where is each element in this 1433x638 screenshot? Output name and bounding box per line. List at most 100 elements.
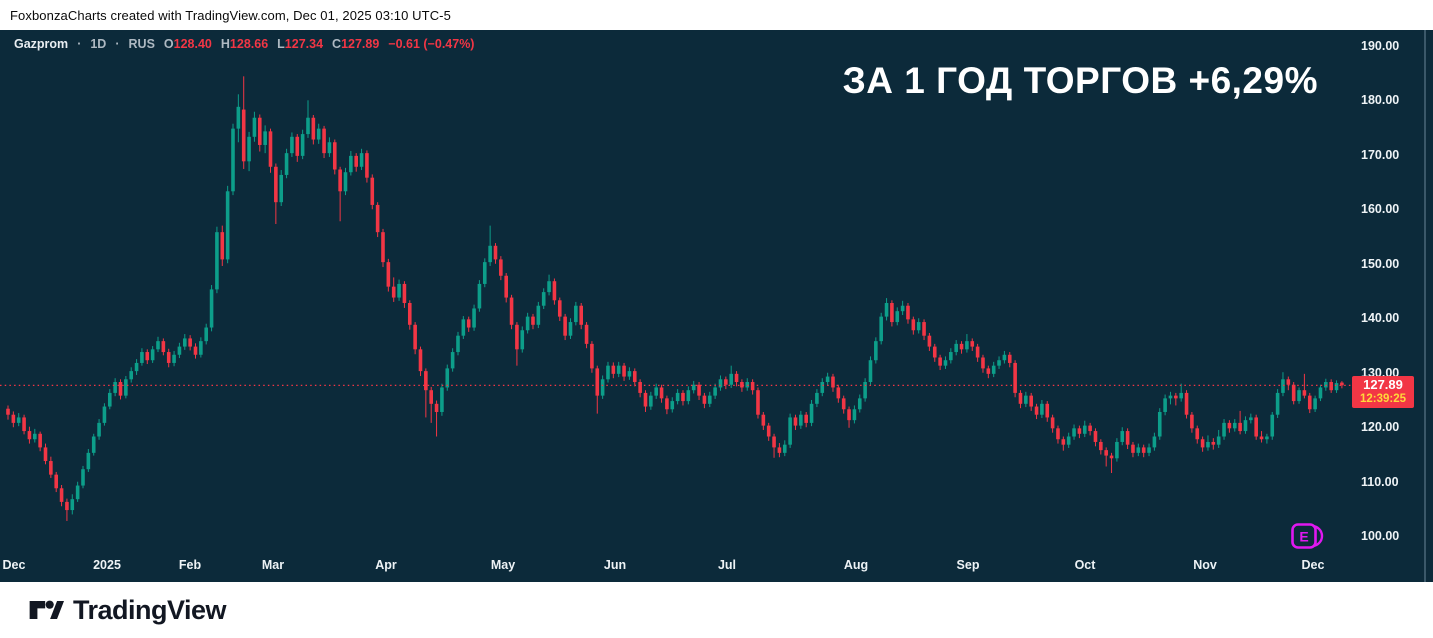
candle — [724, 376, 728, 390]
candle — [488, 225, 492, 266]
candle — [322, 125, 326, 159]
candle — [659, 384, 664, 403]
candle — [782, 440, 787, 457]
price-tick-label: 170.00 — [1361, 147, 1400, 162]
candle — [215, 226, 219, 294]
candle — [429, 386, 434, 423]
candle — [231, 123, 235, 196]
candle — [1334, 380, 1339, 393]
market-label: RUS — [128, 37, 155, 51]
candle — [16, 413, 21, 427]
svg-text:E: E — [1299, 529, 1308, 545]
candle — [1099, 439, 1103, 455]
candle — [413, 322, 417, 355]
candle — [745, 378, 750, 391]
candle — [831, 373, 835, 392]
candle — [906, 303, 910, 324]
candle — [922, 319, 926, 341]
tradingview-logo[interactable]: TradingView — [28, 595, 227, 626]
candle — [606, 361, 610, 383]
candle — [91, 433, 96, 456]
candle — [1313, 395, 1317, 412]
candle — [852, 405, 857, 424]
candle — [375, 202, 380, 238]
candle — [895, 307, 900, 326]
candle — [954, 340, 958, 356]
candle — [182, 334, 187, 350]
candle — [370, 174, 375, 210]
candle — [799, 410, 803, 429]
candle — [916, 318, 921, 334]
candle — [1259, 431, 1264, 443]
interval-label[interactable]: 1D — [90, 37, 107, 51]
candle — [424, 368, 428, 418]
candle — [1329, 379, 1333, 393]
candle — [1024, 391, 1028, 408]
candle — [1141, 444, 1146, 458]
candle — [1018, 390, 1023, 409]
candle — [134, 359, 139, 375]
candle — [1061, 436, 1066, 451]
candle — [359, 148, 364, 171]
time-axis[interactable]: Dec 2025 Feb Mar Apr May Jun Jul Aug Sep Oct Nov Dec — [0, 552, 1352, 582]
candle — [402, 281, 407, 308]
candle — [477, 280, 482, 312]
candle — [86, 449, 91, 472]
candle — [1270, 411, 1275, 440]
candle — [440, 383, 444, 416]
time-tick-label: Sep — [956, 558, 980, 572]
candle — [456, 331, 460, 356]
candle — [482, 258, 487, 288]
annotation-text: ЗА 1 ГОД ТОРГОВ +6,29% — [842, 60, 1318, 101]
candle — [927, 332, 932, 351]
candle — [884, 298, 889, 321]
ohlc-close-value: 127.89 — [341, 37, 380, 51]
candle — [750, 379, 755, 395]
ohlc-high-value: 128.66 — [229, 37, 269, 51]
earnings-e-icon: E — [1291, 523, 1324, 549]
candle — [654, 383, 658, 399]
candle — [627, 367, 632, 380]
candle — [1216, 429, 1221, 448]
candle — [300, 129, 305, 160]
legend-separator: · — [77, 37, 82, 51]
candle — [997, 356, 1001, 369]
candle — [686, 386, 691, 405]
price-tick-label: 110.00 — [1361, 474, 1399, 489]
candle — [27, 426, 32, 444]
candle — [327, 137, 332, 157]
candle — [584, 322, 589, 349]
candle — [1232, 419, 1237, 432]
candle — [949, 348, 953, 364]
candle — [199, 337, 203, 358]
time-tick-label: Dec — [2, 558, 26, 572]
price-tick-label: 180.00 — [1361, 93, 1400, 108]
time-tick-label: 2025 — [93, 558, 121, 572]
candle — [391, 277, 396, 302]
candle — [740, 379, 744, 392]
candle — [531, 313, 535, 330]
candle — [177, 342, 182, 359]
countdown-timer: 12:39:25 — [1359, 393, 1407, 406]
candle — [772, 433, 776, 458]
candle — [332, 139, 337, 175]
price-axis[interactable]: 127.89 12:39:25 190.00 180.00 170.00 160.00… — [1352, 30, 1433, 582]
earnings-badge[interactable]: E — [1291, 522, 1327, 552]
candle — [857, 394, 862, 413]
candle — [879, 312, 883, 345]
candle — [938, 354, 942, 371]
candle — [1109, 452, 1114, 474]
candle — [466, 316, 471, 332]
candle — [316, 123, 321, 144]
candle — [1222, 419, 1226, 440]
price-tick-label: 120.00 — [1361, 420, 1400, 435]
candle — [1077, 425, 1082, 439]
candle — [649, 391, 653, 410]
candle — [263, 125, 267, 154]
price-tick-label: 150.00 — [1361, 256, 1400, 271]
candle — [547, 274, 551, 296]
candle — [911, 316, 916, 335]
symbol-name[interactable]: Gazprom — [14, 37, 69, 51]
candle — [515, 322, 519, 366]
candle — [306, 100, 310, 138]
